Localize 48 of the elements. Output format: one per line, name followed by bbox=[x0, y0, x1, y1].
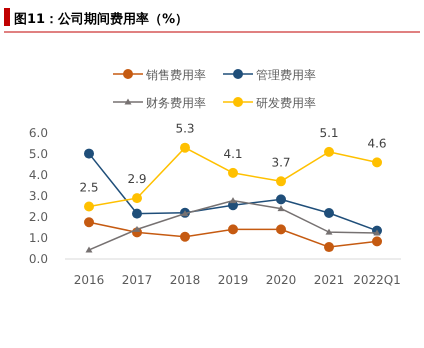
point bbox=[134, 226, 140, 232]
x-tick-label: 2016 bbox=[74, 273, 104, 287]
point bbox=[132, 208, 142, 219]
point bbox=[372, 236, 382, 246]
data-label: 4.6 bbox=[367, 136, 387, 150]
data-label: 5.1 bbox=[319, 126, 339, 140]
x-tick-label: 2020 bbox=[266, 273, 296, 287]
y-tick-label: 3.0 bbox=[28, 189, 48, 203]
legend-label: 管理费用率 bbox=[256, 68, 316, 82]
data-label: 5.3 bbox=[175, 122, 195, 136]
y-tick-label: 5.0 bbox=[28, 147, 48, 161]
y-tick-label: 0.0 bbox=[28, 252, 48, 266]
x-tick-label: 2021 bbox=[314, 273, 344, 287]
y-tick-label: 6.0 bbox=[28, 126, 48, 140]
point bbox=[326, 228, 332, 235]
x-tick-label: 2019 bbox=[218, 273, 248, 287]
point bbox=[84, 148, 94, 159]
point bbox=[276, 194, 286, 204]
point bbox=[84, 217, 94, 228]
legend-label: 销售费用率 bbox=[145, 68, 206, 82]
x-tick-label: 2017 bbox=[122, 273, 152, 287]
point bbox=[324, 208, 334, 218]
data-label: 2.9 bbox=[127, 172, 147, 186]
y-tick-label: 1.0 bbox=[28, 231, 48, 245]
legend-label: 研发费用率 bbox=[256, 96, 316, 110]
point bbox=[228, 168, 238, 178]
point bbox=[278, 205, 284, 212]
point bbox=[180, 142, 190, 153]
chart-title: 图11：公司期间费用率（%） bbox=[14, 11, 188, 27]
point bbox=[230, 197, 236, 204]
point bbox=[132, 193, 142, 204]
data-label: 4.1 bbox=[223, 146, 243, 161]
point bbox=[324, 242, 334, 252]
data-label: 3.7 bbox=[271, 155, 291, 170]
point bbox=[276, 176, 286, 186]
x-tick-label: 2018 bbox=[170, 273, 200, 287]
legend-label: 财务费用率 bbox=[146, 96, 206, 110]
y-tick-label: 2.0 bbox=[28, 210, 48, 224]
data-label: 2.5 bbox=[79, 180, 99, 194]
point bbox=[228, 224, 238, 234]
point bbox=[84, 202, 94, 212]
x-tick-label: 2022Q1 bbox=[353, 273, 401, 287]
y-tick-label: 4.0 bbox=[28, 168, 48, 182]
point bbox=[180, 232, 190, 242]
point bbox=[324, 146, 334, 157]
point bbox=[86, 246, 92, 252]
point bbox=[276, 224, 286, 234]
point bbox=[372, 157, 382, 168]
